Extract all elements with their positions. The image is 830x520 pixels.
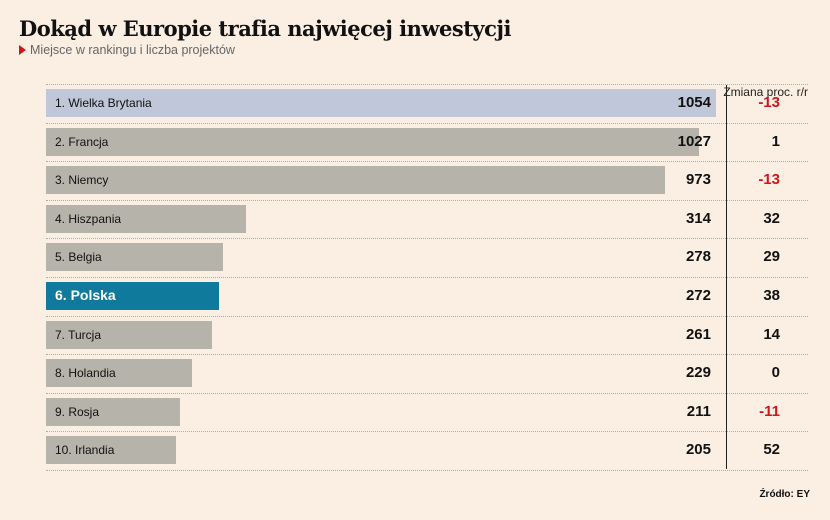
value-label: 1027 — [677, 132, 711, 150]
category-label: 5. Belgia — [55, 250, 102, 265]
bar — [46, 282, 219, 310]
bar — [46, 436, 177, 465]
bar — [46, 89, 716, 117]
triangle-icon — [19, 45, 26, 55]
row-separator — [46, 199, 808, 201]
value-label: 211 — [686, 402, 711, 420]
chart-title: Dokąd w Europie trafia najwięcej inwesty… — [19, 16, 511, 41]
change-label: -11 — [759, 402, 780, 420]
column-divider — [726, 85, 727, 469]
value-label: 1054 — [677, 94, 711, 111]
row-separator — [46, 84, 808, 85]
value-label: 272 — [685, 287, 711, 304]
bar — [46, 166, 665, 195]
change-label: 52 — [763, 441, 780, 459]
value-label: 973 — [685, 171, 711, 189]
bar-row: 2. Francja 1027 1 — [46, 123, 808, 161]
bar-row: 10. Irlandia 205 52 — [46, 431, 808, 469]
bar — [46, 204, 246, 233]
category-label: 2. Francja — [55, 134, 109, 149]
bar — [46, 320, 212, 349]
change-label: 38 — [763, 287, 780, 304]
category-label: 1. Wielka Brytania — [55, 96, 152, 110]
change-column-header: Zmiana proc. r/r — [723, 85, 808, 99]
bar-row: 5. Belgia 278 29 — [46, 238, 808, 276]
value-label: 314 — [685, 209, 711, 227]
bar — [46, 397, 181, 426]
category-label: 10. Irlandia — [55, 443, 115, 458]
bar-row: 4. Hiszpania 314 32 — [46, 200, 808, 238]
row-separator — [46, 277, 808, 278]
row-separator — [46, 392, 808, 394]
bar-row: 1. Wielka Brytania 1054 -13 — [46, 84, 808, 122]
value-label: 278 — [685, 248, 711, 266]
bar-row: 7. Turcja 261 14 — [46, 316, 808, 354]
category-label: 6. Polska — [55, 287, 116, 303]
category-label: 3. Niemcy — [55, 173, 109, 188]
row-separator — [46, 238, 808, 240]
bar — [46, 243, 223, 272]
row-separator — [46, 122, 808, 124]
chart-subtitle: Miejsce w rankingu i liczba projektów — [19, 43, 235, 57]
value-label: 229 — [685, 364, 711, 382]
bar-row: 6. Polska 272 38 — [46, 277, 808, 315]
change-label: 32 — [763, 209, 780, 227]
source-note: Źródło: EY — [759, 489, 810, 500]
category-label: 4. Hiszpania — [55, 211, 122, 226]
row-separator — [46, 161, 808, 163]
change-label: 14 — [763, 325, 780, 343]
change-label: -13 — [758, 171, 780, 189]
row-separator — [46, 354, 808, 356]
value-label: 261 — [685, 325, 711, 343]
category-label: 8. Holandia — [55, 366, 116, 381]
bar — [46, 359, 192, 388]
bar-row: 9. Rosja 211 -11 — [46, 393, 808, 431]
row-separator — [46, 315, 808, 317]
value-label: 205 — [685, 441, 711, 459]
bar-row: 8. Holandia 229 0 — [46, 354, 808, 392]
bar-row: 3. Niemcy 973 -13 — [46, 161, 808, 199]
row-separator — [46, 470, 808, 471]
category-label: 7. Turcja — [55, 327, 102, 342]
change-label: 0 — [771, 364, 780, 382]
change-label: -13 — [758, 94, 780, 111]
bar — [46, 127, 699, 156]
change-label: 29 — [763, 248, 780, 266]
row-separator — [46, 431, 808, 433]
change-label: 1 — [771, 132, 780, 150]
subtitle-text: Miejsce w rankingu i liczba projektów — [30, 43, 235, 57]
category-label: 9. Rosja — [55, 404, 100, 419]
